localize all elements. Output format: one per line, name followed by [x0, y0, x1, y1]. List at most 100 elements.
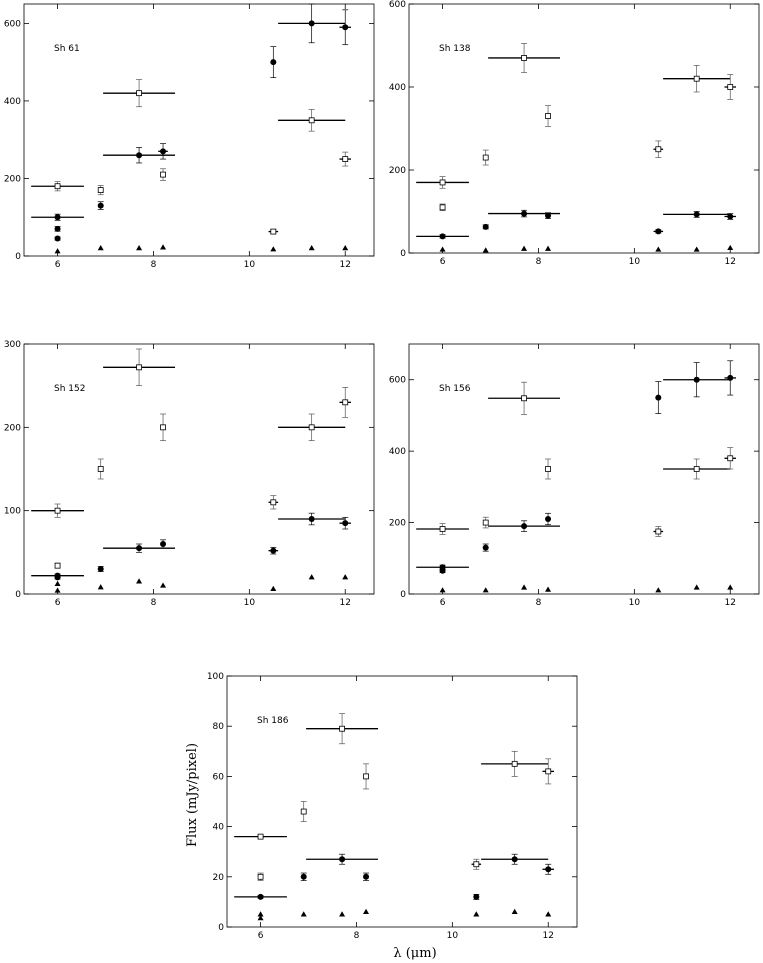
open-square-marker	[511, 760, 518, 767]
data-point	[54, 562, 61, 569]
data-point	[724, 447, 736, 470]
x-tick-label: 10	[244, 598, 256, 608]
data-point	[268, 495, 279, 510]
open-square-marker	[160, 171, 166, 178]
panel-2: 6 8 10 12 0 200 400 600 Sh 138	[389, 0, 760, 267]
x-tick-label: 12	[725, 257, 736, 267]
filled-circle-marker	[342, 24, 349, 31]
filled-triangle-marker	[693, 584, 700, 590]
panel-1: 6 8 10 12 0 200 400 600 Sh 61	[4, 3, 375, 270]
data-point	[542, 863, 554, 875]
series-open-square	[234, 713, 554, 881]
filled-triangle-marker	[308, 245, 315, 251]
x-tick-label: 12	[725, 598, 736, 608]
series-filled-circle	[31, 3, 351, 242]
series-filled-circle	[416, 360, 736, 574]
open-square-marker	[342, 156, 349, 162]
panel-title: Sh 138	[439, 44, 471, 54]
data-point	[257, 915, 264, 921]
x-tick-label: 8	[151, 260, 157, 270]
open-square-marker	[342, 399, 349, 406]
data-point	[257, 911, 264, 917]
panel-4: 6 8 10 12 0 200 400 600 Sh 156	[389, 343, 760, 608]
data-point	[471, 858, 482, 870]
data-point	[655, 587, 662, 593]
data-point	[663, 458, 731, 480]
open-square-marker	[257, 873, 264, 880]
filled-circle-marker	[693, 376, 700, 383]
filled-circle-marker	[473, 893, 480, 900]
filled-triangle-marker	[270, 585, 277, 591]
y-tick-label: 400	[389, 83, 406, 93]
data-point	[97, 584, 104, 590]
data-point	[545, 245, 552, 251]
x-tick-label: 6	[440, 598, 446, 608]
data-point	[300, 801, 307, 822]
data-point	[488, 381, 561, 415]
x-tick-label: 8	[536, 598, 542, 608]
panel-title: Sh 152	[54, 384, 85, 394]
x-tick-label: 10	[629, 598, 641, 608]
y-tick-label: 20	[213, 873, 225, 883]
y-tick-label: 200	[4, 174, 21, 184]
filled-circle-marker	[521, 523, 528, 530]
filled-triangle-marker	[545, 245, 552, 251]
data-point	[545, 458, 552, 480]
data-point	[308, 574, 315, 580]
data-point	[653, 526, 664, 537]
data-point	[545, 512, 552, 526]
data-point	[545, 105, 552, 127]
filled-circle-marker	[270, 547, 277, 554]
filled-triangle-marker	[439, 246, 446, 252]
filled-triangle-marker	[655, 587, 662, 593]
filled-triangle-marker	[342, 245, 349, 251]
y-tick-label: 600	[389, 0, 406, 10]
filled-triangle-marker	[363, 908, 370, 914]
filled-circle-marker	[300, 873, 307, 880]
y-tick-label: 400	[389, 447, 406, 457]
data-point	[511, 908, 518, 914]
filled-circle-marker	[693, 211, 700, 218]
data-point	[268, 228, 279, 235]
open-square-marker	[363, 773, 369, 780]
open-square-marker	[545, 113, 551, 119]
plot-frame	[408, 343, 760, 595]
data-point	[54, 225, 61, 232]
data-point	[54, 235, 61, 242]
data-point	[306, 713, 379, 745]
x-tick-label: 8	[151, 598, 157, 608]
filled-circle-marker	[521, 210, 528, 217]
filled-circle-marker	[54, 225, 61, 232]
data-point	[234, 833, 287, 840]
data-point	[481, 853, 549, 865]
series-filled-triangle	[54, 574, 349, 593]
x-tick-label: 6	[55, 260, 61, 270]
data-point	[31, 181, 84, 192]
data-point	[278, 109, 346, 132]
open-square-marker	[97, 466, 104, 472]
open-square-marker	[521, 395, 527, 402]
data-point	[342, 245, 349, 251]
filled-triangle-marker	[511, 908, 518, 914]
y-tick-label: 0	[400, 249, 406, 259]
panel-3: 6 8 10 12 0 100 200 300 Sh 152	[4, 340, 375, 608]
data-point	[234, 893, 287, 900]
data-point	[54, 587, 61, 593]
open-square-marker	[693, 466, 700, 472]
filled-circle-marker	[97, 202, 104, 209]
data-point	[693, 584, 700, 590]
data-point	[363, 908, 370, 914]
open-square-marker	[545, 466, 551, 472]
data-point	[97, 458, 104, 480]
filled-circle-marker	[342, 520, 349, 527]
series-filled-triangle	[257, 908, 552, 921]
plot-frame	[23, 343, 375, 595]
data-point	[439, 246, 446, 252]
filled-triangle-marker	[270, 246, 277, 252]
y-tick-label: 600	[4, 19, 21, 29]
filled-circle-marker	[257, 893, 264, 900]
y-tick-label: 100	[4, 507, 21, 517]
data-point	[97, 566, 104, 572]
filled-triangle-marker	[54, 587, 61, 593]
